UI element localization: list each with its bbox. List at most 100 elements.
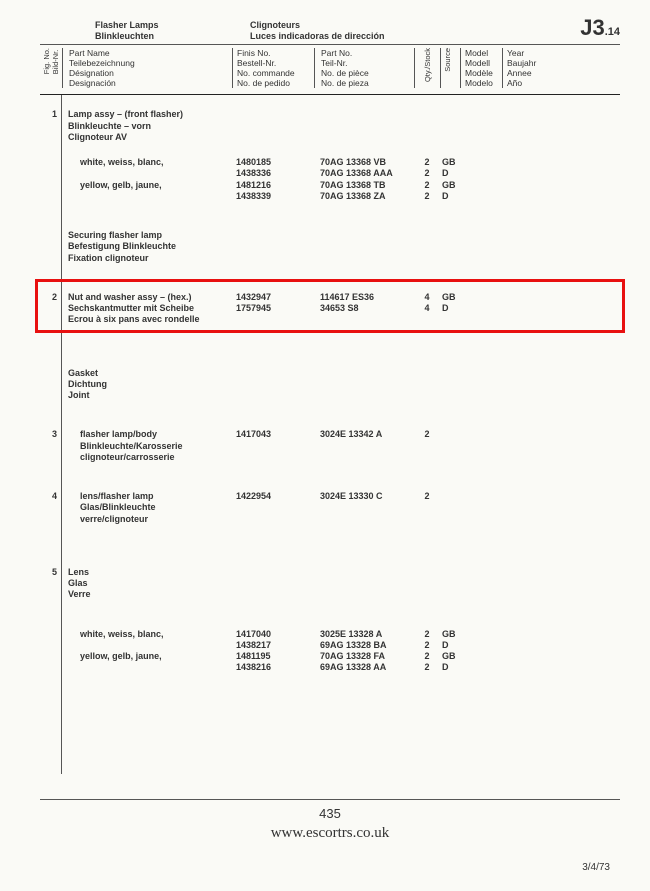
column-headers: Fig. No. Bild-Nr. Part Name Teilebezeich… — [40, 45, 620, 96]
col-src: Source — [441, 48, 461, 89]
header-left: Flasher Lamps Blinkleuchten — [40, 20, 240, 42]
page-code-sub: .14 — [605, 26, 620, 38]
footer-url: www.escortrs.co.uk — [40, 825, 620, 842]
s1-r3-pn: 70AG 13368 TB — [314, 180, 414, 191]
s1-r1-src: GB — [440, 157, 460, 168]
s4-t2: Glas/Blinkleuchte — [62, 502, 232, 513]
s1-sub3: Fixation clignoteur — [62, 253, 232, 264]
fig-3: 3 — [40, 429, 62, 440]
footer-date: 3/4/73 — [582, 862, 610, 873]
gasket-t2: Dichtung — [62, 379, 232, 390]
s1-r3-src: GB — [440, 180, 460, 191]
s3-r1-pn: 3024E 13342 A — [314, 429, 414, 440]
s2-r2-src: D — [440, 303, 460, 314]
fig-5: 5 — [40, 567, 62, 578]
s1-r2-src: D — [440, 168, 460, 179]
s1-r4-qty: 2 — [414, 191, 440, 202]
s5-r3-qty: 2 — [414, 651, 440, 662]
s1-sub1: Securing flasher lamp — [62, 230, 232, 241]
s4-t3: verre/clignoteur — [62, 514, 232, 525]
s1-r4-finis: 1438339 — [232, 191, 314, 202]
header-row: Flasher Lamps Blinkleuchten Clignoteurs … — [40, 20, 620, 45]
s5-yellow: yellow, gelb, jaune, — [62, 651, 232, 662]
row-1-title: 1 Lamp assy – (front flasher) — [40, 109, 620, 120]
col-src-label: Source — [443, 48, 452, 72]
s1-white: white, weiss, blanc, — [62, 157, 232, 168]
s1-yellow: yellow, gelb, jaune, — [62, 180, 232, 191]
col-model: Model Modell Modèle Modelo — [461, 48, 503, 89]
s2-r2-pn: 34653 S8 — [314, 303, 414, 314]
s5-r2-finis: 1438217 — [232, 640, 314, 651]
s5-t1: Lens — [62, 567, 232, 578]
fig-4: 4 — [40, 491, 62, 502]
s1-r2-finis: 1438336 — [232, 168, 314, 179]
s1-r2-qty: 2 — [414, 168, 440, 179]
s1-t1: Lamp assy – (front flasher) — [62, 109, 232, 120]
s5-r3-finis: 1481195 — [232, 651, 314, 662]
s5-r4-finis: 1438216 — [232, 662, 314, 673]
row-2: 2 Nut and washer assy – (hex.) 1432947 1… — [40, 292, 620, 303]
s1-r1-pn: 70AG 13368 VB — [314, 157, 414, 168]
page-code-main: J3 — [580, 15, 604, 40]
s5-r1-pn: 3025E 13328 A — [314, 629, 414, 640]
s2-r2-finis: 1757945 — [232, 303, 314, 314]
s3-t3: clignoteur/carrosserie — [62, 452, 232, 463]
s1-t2: Blinkleuchte – vorn — [62, 121, 232, 132]
s1-r4-pn: 70AG 13368 ZA — [314, 191, 414, 202]
s5-r3-pn: 70AG 13328 FA — [314, 651, 414, 662]
s5-r2-qty: 2 — [414, 640, 440, 651]
s2-t1: Nut and washer assy – (hex.) — [62, 292, 232, 303]
s3-r1-qty: 2 — [414, 429, 440, 440]
fig-2: 2 — [40, 292, 62, 303]
gasket-t3: Joint — [62, 390, 232, 401]
header-left-2: Blinkleuchten — [95, 31, 240, 42]
s2-r1-qty: 4 — [414, 292, 440, 303]
header-right-2: Luces indicadoras de dirección — [250, 31, 620, 42]
col-qty: Qty./Stock — [415, 48, 441, 89]
s2-r1-finis: 1432947 — [232, 292, 314, 303]
s2-r1-src: GB — [440, 292, 460, 303]
s5-t2: Glas — [62, 578, 232, 589]
s3-t2: Blinkleuchte/Karosserie — [62, 441, 232, 452]
fig-1: 1 — [40, 109, 62, 120]
s5-r4-src: D — [440, 662, 460, 673]
gasket-t1: Gasket — [62, 368, 232, 379]
header-right-1: Clignoteurs — [250, 20, 620, 31]
s2-t2: Sechskantmutter mit Scheibe — [62, 303, 232, 314]
body-area: 1 Lamp assy – (front flasher) Blinkleuch… — [40, 95, 620, 795]
header-left-1: Flasher Lamps — [95, 20, 240, 31]
s5-r4-pn: 69AG 13328 AA — [314, 662, 414, 673]
s1-r3-finis: 1481216 — [232, 180, 314, 191]
s1-r1-finis: 1480185 — [232, 157, 314, 168]
col-fig-label: Fig. No. Bild-Nr. — [42, 48, 60, 74]
col-finis: Finis No. Bestell-Nr. No. commande No. d… — [233, 48, 315, 89]
s5-r2-src: D — [440, 640, 460, 651]
col-part: Part Name Teilebezeichnung Désignation D… — [63, 48, 233, 89]
s1-r3-qty: 2 — [414, 180, 440, 191]
s4-r1-qty: 2 — [414, 491, 440, 502]
s2-r1-pn: 114617 ES36 — [314, 292, 414, 303]
s5-r1-finis: 1417040 — [232, 629, 314, 640]
col-partno: Part No. Teil-Nr. No. de pièce No. de pi… — [315, 48, 415, 89]
page-number: 435 — [40, 806, 620, 821]
s1-r4-src: D — [440, 191, 460, 202]
s1-r1-qty: 2 — [414, 157, 440, 168]
s5-r1-qty: 2 — [414, 629, 440, 640]
bottom-rule — [40, 799, 620, 800]
col-qty-label: Qty./Stock — [423, 48, 432, 82]
s1-r2-pn: 70AG 13368 AAA — [314, 168, 414, 179]
s3-r1-finis: 1417043 — [232, 429, 314, 440]
s5-white: white, weiss, blanc, — [62, 629, 232, 640]
s5-r2-pn: 69AG 13328 BA — [314, 640, 414, 651]
col-year: Year Baujahr Annee Año — [503, 48, 545, 89]
s1-sub2: Befestigung Blinkleuchte — [62, 241, 232, 252]
page-container: J3.14 Flasher Lamps Blinkleuchten Cligno… — [0, 0, 650, 842]
s5-r4-qty: 2 — [414, 662, 440, 673]
s1-t3: Clignoteur AV — [62, 132, 232, 143]
s2-r2-qty: 4 — [414, 303, 440, 314]
s5-r3-src: GB — [440, 651, 460, 662]
s4-r1-finis: 1422954 — [232, 491, 314, 502]
header-right: Clignoteurs Luces indicadoras de direcci… — [240, 20, 620, 42]
s4-t1: lens/flasher lamp — [62, 491, 232, 502]
s3-t1: flasher lamp/body — [62, 429, 232, 440]
